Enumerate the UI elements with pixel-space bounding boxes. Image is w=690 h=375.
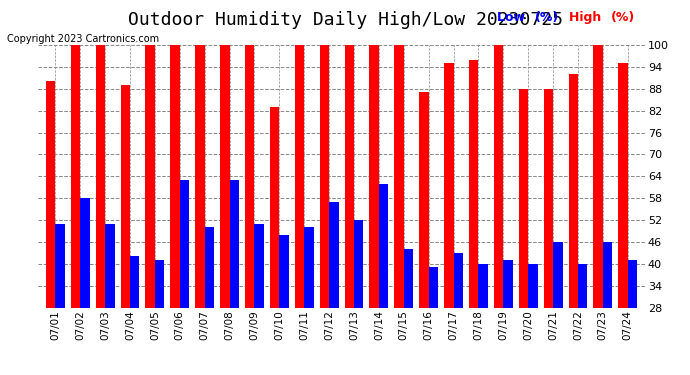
Bar <box>80 198 90 308</box>
Bar <box>270 107 279 307</box>
Bar <box>170 45 180 308</box>
Bar <box>603 242 612 308</box>
Bar <box>146 45 155 308</box>
Bar <box>369 45 379 308</box>
Text: Copyright 2023 Cartronics.com: Copyright 2023 Cartronics.com <box>7 34 159 44</box>
Text: Low: Low <box>497 11 529 24</box>
Bar <box>329 202 339 308</box>
Bar <box>428 267 438 308</box>
Bar <box>528 264 538 308</box>
Bar <box>354 220 364 308</box>
Bar <box>469 60 478 308</box>
Bar <box>295 45 304 308</box>
Bar <box>180 180 189 308</box>
Text: High: High <box>569 11 606 24</box>
Bar <box>569 74 578 307</box>
Bar <box>593 45 603 308</box>
Bar <box>121 85 130 308</box>
Bar <box>55 224 65 308</box>
Bar <box>96 45 105 308</box>
Bar <box>553 242 562 308</box>
Bar <box>245 45 255 308</box>
Bar <box>255 224 264 308</box>
Bar <box>46 81 55 308</box>
Bar <box>478 264 488 308</box>
Bar <box>195 45 205 308</box>
Bar <box>220 45 230 308</box>
Bar <box>394 45 404 308</box>
Bar <box>628 260 637 308</box>
Bar <box>319 45 329 308</box>
Bar <box>230 180 239 308</box>
Bar <box>444 63 453 308</box>
Bar <box>618 63 628 308</box>
Bar <box>379 183 388 308</box>
Bar <box>155 260 164 308</box>
Text: (%): (%) <box>535 11 559 24</box>
Bar <box>420 92 428 308</box>
Bar <box>130 256 139 307</box>
Bar <box>519 89 528 308</box>
Bar <box>205 227 214 308</box>
Bar <box>404 249 413 308</box>
Bar <box>544 89 553 308</box>
Bar <box>105 224 115 308</box>
Bar <box>344 45 354 308</box>
Text: Outdoor Humidity Daily High/Low 20230725: Outdoor Humidity Daily High/Low 20230725 <box>128 11 562 29</box>
Bar <box>304 227 314 308</box>
Bar <box>578 264 587 308</box>
Bar <box>279 235 289 308</box>
Bar <box>453 253 463 308</box>
Bar <box>503 260 513 308</box>
Bar <box>71 45 80 308</box>
Text: (%): (%) <box>611 11 635 24</box>
Bar <box>494 45 503 308</box>
